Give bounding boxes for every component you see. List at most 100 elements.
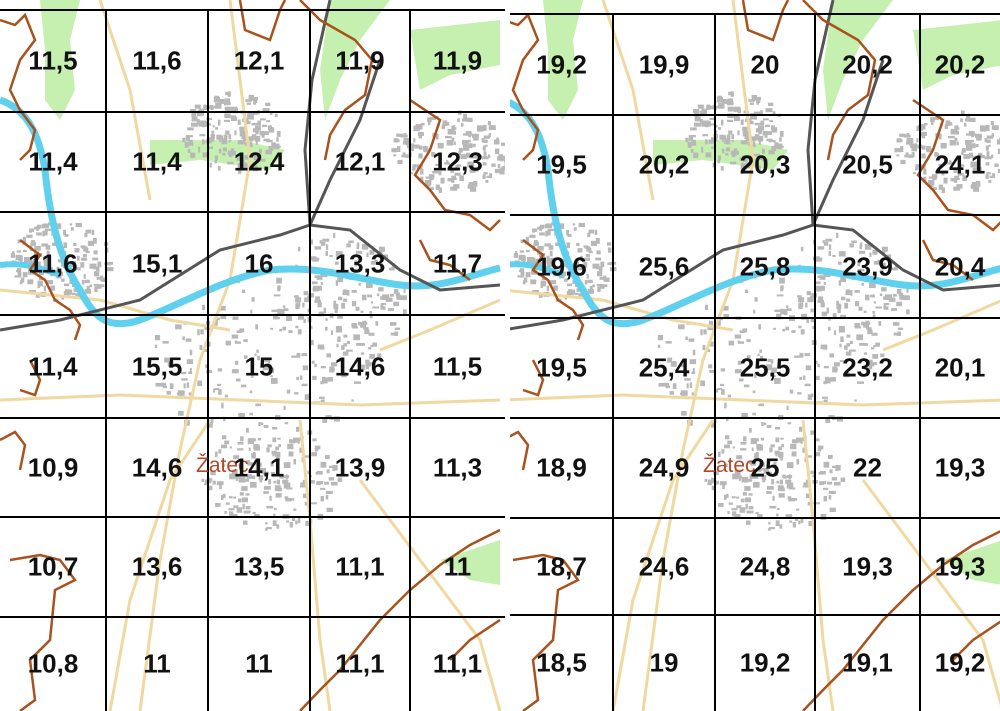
building-mark (792, 439, 797, 443)
building-mark (840, 277, 847, 283)
building-mark (311, 281, 318, 285)
building-mark (732, 511, 737, 517)
building-mark (208, 146, 213, 150)
building-mark (753, 111, 761, 115)
building-mark (299, 375, 303, 380)
building-mark (949, 122, 953, 126)
building-mark (752, 412, 756, 416)
building-mark (844, 372, 850, 378)
building-mark (302, 365, 309, 371)
building-mark (838, 261, 842, 265)
building-mark (742, 156, 745, 159)
building-mark (378, 287, 384, 292)
building-mark (43, 285, 46, 292)
road-line (882, 299, 1000, 352)
building-mark (222, 493, 226, 498)
building-mark (808, 520, 816, 527)
building-mark (934, 152, 939, 157)
building-mark (740, 448, 747, 451)
building-mark (352, 301, 357, 307)
building-mark (447, 178, 453, 182)
building-mark (607, 247, 612, 253)
building-mark (820, 287, 825, 291)
building-mark (664, 382, 669, 387)
building-mark (376, 269, 381, 272)
building-mark (438, 171, 442, 176)
building-mark (961, 148, 966, 153)
building-mark (896, 301, 903, 307)
building-mark (984, 156, 992, 160)
building-mark (198, 146, 201, 153)
building-mark (239, 130, 246, 137)
building-mark (209, 104, 213, 109)
building-mark (311, 360, 315, 364)
building-mark (483, 139, 488, 143)
building-mark (253, 155, 261, 160)
building-mark (343, 298, 348, 302)
building-mark (330, 481, 338, 486)
building-mark (872, 314, 876, 319)
building-mark (723, 314, 730, 320)
building-mark (879, 269, 884, 272)
building-mark (39, 271, 45, 276)
building-mark (488, 125, 496, 130)
building-mark (568, 289, 576, 294)
building-mark (289, 498, 295, 501)
building-mark (683, 371, 690, 375)
building-mark (468, 184, 474, 189)
building-mark (325, 454, 330, 459)
building-mark (227, 91, 231, 97)
building-mark (221, 495, 224, 500)
grid-cell-value: 19 (649, 647, 679, 678)
building-mark (567, 283, 573, 287)
building-mark (234, 475, 239, 479)
building-mark (549, 250, 553, 257)
building-mark (237, 448, 244, 451)
building-mark (470, 155, 477, 159)
building-mark (491, 163, 496, 167)
building-mark (969, 117, 976, 122)
building-mark (238, 169, 242, 174)
building-mark (325, 495, 329, 500)
building-mark (461, 118, 469, 122)
grid-cell-value: 19,6 (536, 251, 587, 281)
building-mark (337, 477, 343, 482)
building-mark (855, 301, 860, 307)
building-mark (301, 383, 308, 387)
grid-cell-value: 11,1 (335, 648, 385, 679)
building-mark (394, 331, 399, 336)
building-mark (217, 368, 223, 372)
building-mark (263, 364, 270, 371)
building-mark (202, 139, 205, 145)
building-mark (198, 108, 204, 112)
building-mark (883, 303, 890, 306)
building-mark (854, 399, 857, 402)
building-mark (572, 223, 576, 226)
building-mark (757, 514, 763, 518)
building-mark (823, 399, 828, 403)
building-mark (45, 245, 51, 250)
building-mark (552, 287, 556, 291)
building-mark (57, 259, 65, 263)
building-mark (329, 255, 333, 258)
building-mark (420, 176, 424, 182)
building-mark (539, 226, 542, 231)
building-mark (733, 116, 741, 121)
building-mark (203, 104, 208, 110)
building-mark (214, 95, 219, 98)
building-mark (991, 154, 994, 159)
building-mark (831, 465, 837, 469)
green-area (410, 20, 500, 90)
building-mark (825, 238, 833, 242)
building-mark (546, 285, 549, 292)
building-mark (785, 514, 793, 519)
building-mark (905, 141, 911, 145)
boundary-line (802, 0, 877, 161)
grid-cell-value: 14,6 (131, 452, 183, 482)
building-mark (254, 353, 257, 357)
building-mark (709, 117, 715, 121)
road-line (510, 393, 1000, 407)
grid-cell-value: 19,2 (536, 49, 587, 79)
building-mark (494, 148, 500, 155)
building-mark (530, 258, 536, 264)
